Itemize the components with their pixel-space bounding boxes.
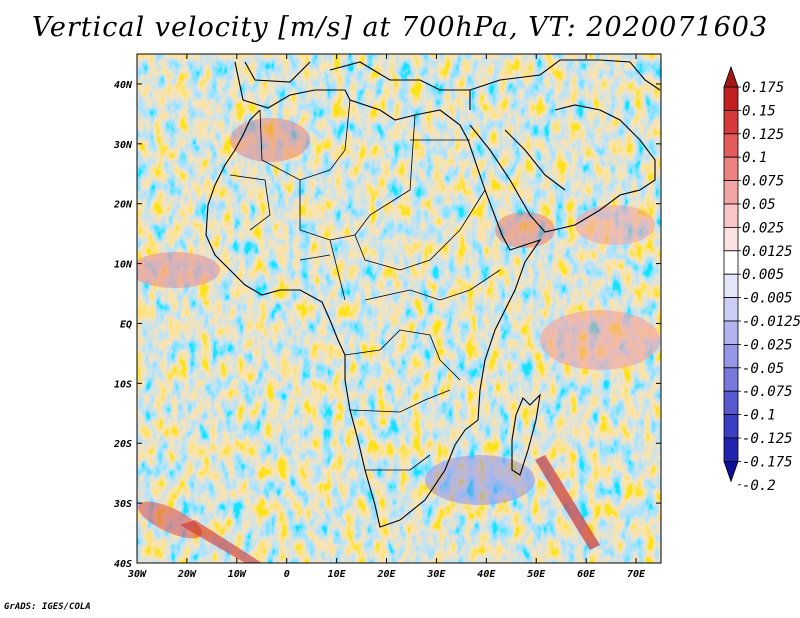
colorbar-label: 0.075	[742, 174, 784, 190]
colorbar-box	[723, 156, 739, 181]
colorbar-box	[723, 226, 739, 252]
colorbar-label: -0.2	[742, 478, 776, 494]
colorbar: 0.175 0.15 0.125 0.1 0.075 0.05 0.025 0.0125 0.0…	[723, 65, 800, 494]
lat-tick-label: 30N	[113, 140, 133, 151]
colorbar-box	[723, 203, 739, 228]
colorbar-label: -0.075	[742, 384, 793, 400]
lat-tick-label: 20N	[113, 200, 133, 211]
colorbar-box	[723, 273, 739, 299]
colorbar-box	[723, 343, 739, 369]
colorbar-box	[723, 250, 739, 275]
colorbar-label: -0.175	[742, 454, 793, 470]
colorbar-box	[723, 437, 739, 462]
lon-tick-label: 60E	[577, 569, 596, 580]
colorbar-label: 0.15	[742, 103, 776, 119]
vertical-velocity-field	[137, 54, 661, 563]
colorbar-label: 0.125	[742, 127, 784, 143]
lat-tick-label: 10N	[114, 260, 133, 271]
colorbar-label: -0.125	[742, 431, 793, 447]
colorbar-label: 0.1	[742, 150, 767, 166]
colorbar-bottom-arrow	[723, 460, 739, 483]
colorbar-label: -0.025	[742, 337, 793, 353]
colorbar-box	[723, 320, 739, 345]
colorbar-label: 0.025	[742, 220, 784, 236]
lon-tick-label: 30E	[426, 569, 446, 580]
colorbar-box	[723, 414, 739, 439]
colorbar-label: 0.0125	[742, 244, 793, 260]
lat-tick-label: 40S	[114, 559, 132, 570]
colorbar-box	[723, 367, 739, 392]
lon-tick-label: 70E	[627, 569, 646, 580]
colorbar-label: 0.175	[742, 80, 784, 96]
colorbar-box	[723, 297, 739, 322]
lat-tick-label: 20S	[113, 439, 132, 450]
colorbar-box	[723, 86, 739, 111]
grads-credit: GrADS: IGES/COLA	[4, 602, 91, 612]
lon-tick-label: 10E	[328, 569, 347, 580]
colorbar-label: -0.0125	[742, 314, 800, 330]
map-coastlines	[205, 59, 661, 528]
colorbar-label: 0.05	[742, 197, 776, 213]
colorbar-box	[723, 133, 739, 158]
colorbar-label: 0.005	[742, 267, 784, 283]
colorbar-top-arrow	[723, 65, 739, 88]
colorbar-label: -0.005	[742, 291, 793, 307]
colorbar-label: -0.1	[742, 408, 776, 424]
colorbar-box	[723, 180, 739, 205]
lon-tick-label: 0	[284, 569, 290, 580]
lon-tick-label: 50E	[527, 569, 546, 580]
lon-tick-label: 20W	[177, 569, 197, 580]
lat-tick-label: 40N	[114, 80, 133, 91]
lat-tick-label: 30S	[113, 499, 132, 510]
lon-tick-label: 10W	[228, 569, 247, 580]
map-borders	[229, 99, 501, 471]
lon-tick-label: 30W	[127, 569, 147, 580]
latitude-axis: 40N 30N 20N 10N EQ 10S 20S 30S 40S	[113, 80, 661, 570]
lat-tick-label: 10S	[114, 379, 132, 390]
colorbar-label: -0.05	[742, 361, 784, 377]
lon-tick-label: 20E	[376, 569, 396, 580]
field-features	[137, 118, 660, 563]
colorbar-box	[723, 390, 739, 416]
lon-tick-label: 40E	[477, 569, 496, 580]
colorbar-box	[723, 110, 739, 135]
plot-frame	[136, 53, 662, 564]
lat-tick-label: EQ	[120, 319, 132, 330]
longitude-axis: 30W 20W 10W 0 10E 20E 30E 40E 50E 60E 70E	[127, 54, 646, 580]
map-title: Vertical velocity [m/s] at 700hPa, VT: 2…	[31, 12, 769, 43]
